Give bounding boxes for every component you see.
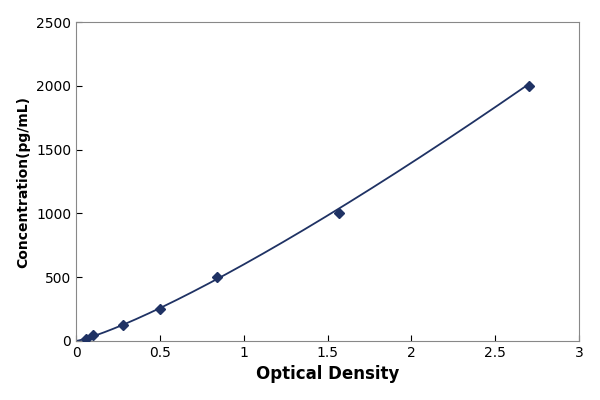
- X-axis label: Optical Density: Optical Density: [256, 365, 399, 383]
- Y-axis label: Concentration(pg/mL): Concentration(pg/mL): [17, 96, 31, 268]
